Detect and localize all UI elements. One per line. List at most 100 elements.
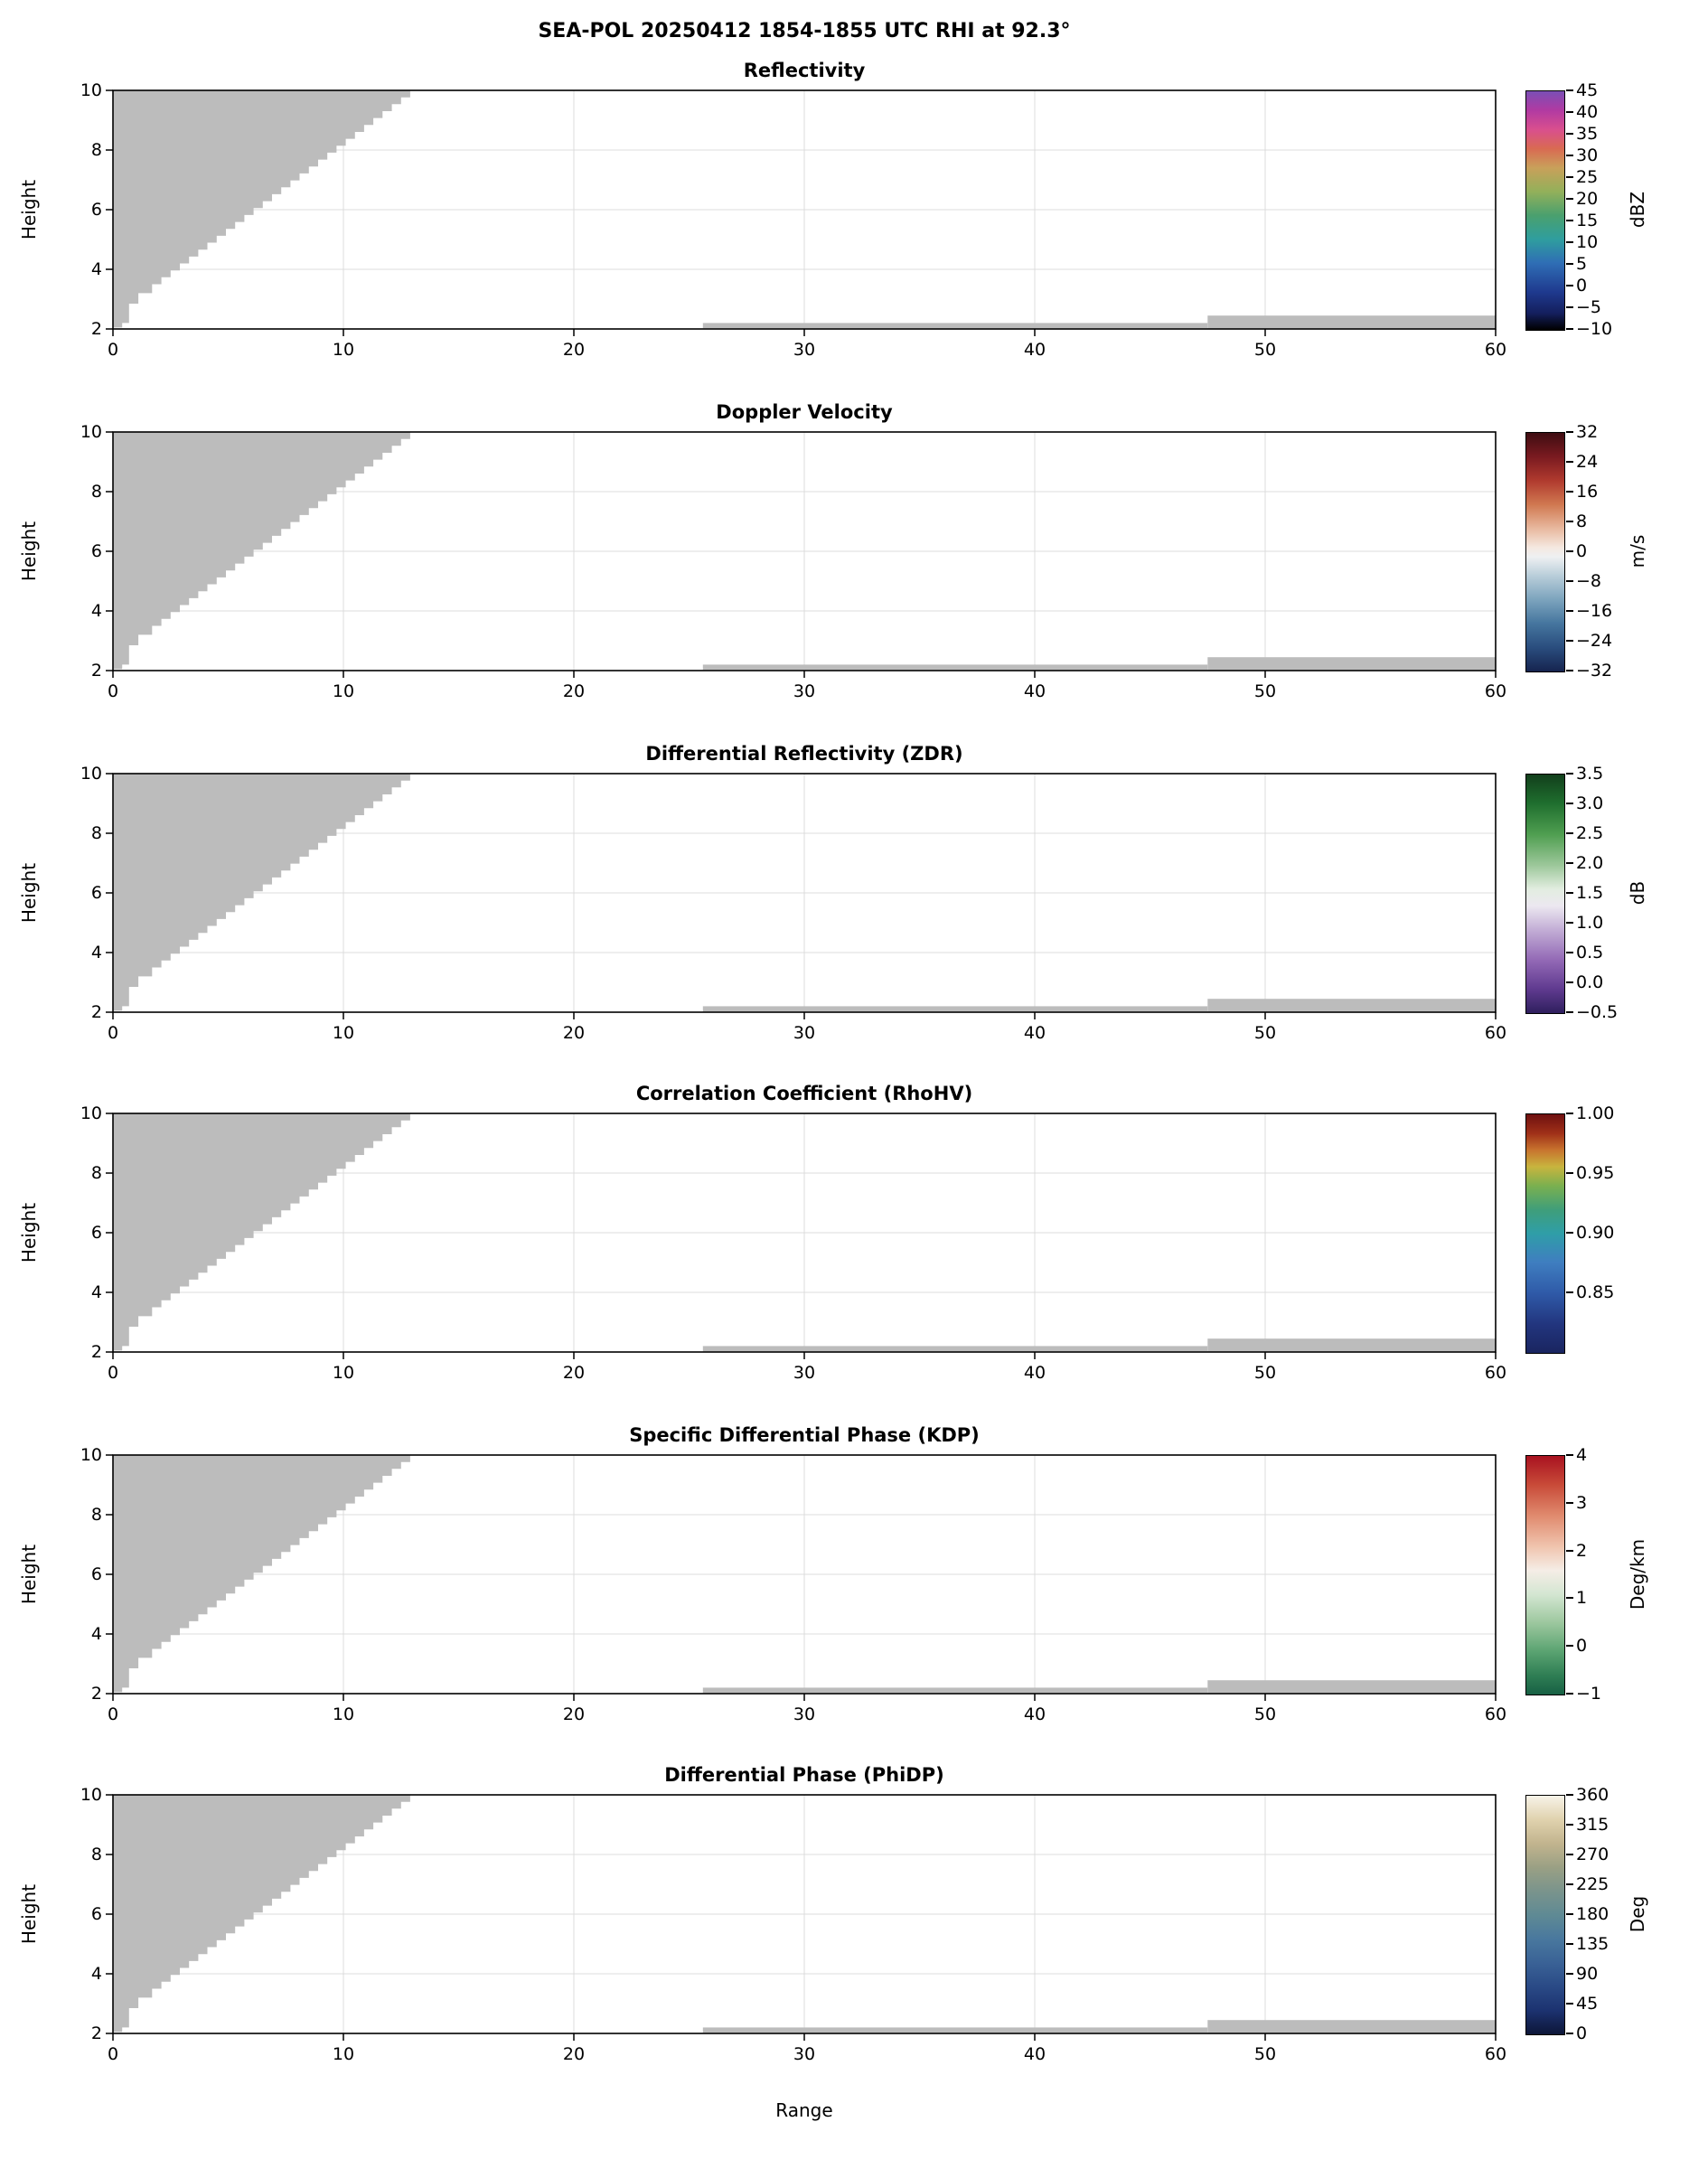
colorbar-tick-label: 0 — [1576, 2023, 1588, 2043]
colorbar-tick — [1566, 1854, 1573, 1855]
plot-area — [106, 431, 1497, 678]
colorbar-tick — [1566, 328, 1573, 330]
colorbar-tick-label: −0.5 — [1576, 1002, 1619, 1022]
colorbar-tick — [1566, 241, 1573, 243]
colorbar-tick — [1566, 670, 1573, 671]
y-axis-label: Height — [18, 1883, 40, 1945]
colorbar-unit-label: dB — [1627, 880, 1648, 906]
x-tick-label: 10 — [332, 1704, 355, 1724]
masked-wedge-region — [113, 432, 410, 670]
plot-svg — [106, 1113, 1497, 1359]
colorbar-tick — [1566, 461, 1573, 463]
panel-title: Specific Differential Phase (KDP) — [629, 1424, 980, 1446]
colorbar-tick-label: −8 — [1576, 571, 1602, 591]
y-tick-label: 4 — [90, 601, 102, 621]
x-tick-label: 30 — [793, 340, 816, 360]
x-tick-label: 40 — [1023, 681, 1046, 701]
panel-title: Differential Reflectivity (ZDR) — [645, 743, 963, 765]
masked-strip-region — [702, 664, 1208, 671]
colorbar-tick-label: 2.5 — [1576, 823, 1604, 843]
x-tick-label: 20 — [562, 681, 586, 701]
x-tick-label: 30 — [793, 2044, 816, 2064]
plot-area — [106, 1454, 1497, 1701]
x-tick-label: 50 — [1253, 1023, 1277, 1043]
masked-strip-region — [702, 323, 1208, 329]
colorbar-tick-label: 0.5 — [1576, 943, 1604, 962]
masked-strip-region — [702, 1346, 1208, 1352]
colorbar-tick — [1566, 1011, 1573, 1013]
colorbar-tick-label: 5 — [1576, 254, 1588, 274]
y-axis-label: Height — [18, 1202, 40, 1263]
masked-wedge-region — [113, 774, 410, 1011]
panel-title: Reflectivity — [743, 60, 866, 81]
colorbar-tick-label: 0.95 — [1576, 1163, 1615, 1183]
colorbar-tick-label: 15 — [1576, 211, 1599, 230]
colorbar-tick-label: 360 — [1576, 1785, 1609, 1805]
panel-title: Doppler Velocity — [716, 401, 893, 423]
colorbar — [1525, 1113, 1565, 1354]
colorbar-tick — [1566, 1973, 1573, 1975]
colorbar-tick-label: 135 — [1576, 1934, 1609, 1954]
x-tick-label: 10 — [332, 681, 355, 701]
colorbar-tick-label: 270 — [1576, 1845, 1609, 1864]
y-tick-label: 6 — [90, 1223, 102, 1243]
colorbar-tick — [1566, 773, 1573, 775]
y-tick-label: 6 — [90, 883, 102, 903]
x-tick-label: 40 — [1023, 1023, 1046, 1043]
colorbar-tick-label: 4 — [1576, 1445, 1588, 1465]
colorbar-tick-label: 90 — [1576, 1964, 1599, 1984]
plot-border — [112, 773, 1497, 1013]
colorbar-tick — [1566, 1454, 1573, 1456]
y-tick-label: 4 — [90, 1282, 102, 1302]
colorbar-tick — [1566, 1549, 1573, 1552]
colorbar-tick-label: 16 — [1576, 482, 1599, 502]
masked-strip-region — [1207, 657, 1497, 671]
y-tick-label: 10 — [80, 1785, 102, 1805]
colorbar-tick-label: −32 — [1576, 661, 1613, 681]
x-tick-label: 40 — [1023, 1704, 1046, 1724]
colorbar-tick-label: 3 — [1576, 1492, 1588, 1513]
y-tick-label: 2 — [90, 1002, 102, 1022]
x-axis-label: Range — [775, 2099, 833, 2121]
colorbar-tick — [1566, 198, 1573, 200]
colorbar-tick-label: 225 — [1576, 1874, 1609, 1894]
y-tick-label: 6 — [90, 541, 102, 561]
y-tick-label: 4 — [90, 259, 102, 279]
colorbar-tick-label: 25 — [1576, 167, 1599, 187]
y-axis-label: Height — [18, 521, 40, 582]
x-tick-label: 40 — [1023, 2044, 1046, 2064]
colorbar-tick — [1566, 2003, 1573, 2005]
y-tick-label: 10 — [80, 80, 102, 100]
colorbar-tick — [1566, 431, 1573, 433]
plot-area — [106, 1113, 1497, 1359]
colorbar-tick — [1566, 1113, 1573, 1114]
plot-svg — [106, 89, 1497, 336]
colorbar-tick — [1566, 803, 1573, 804]
y-tick-label: 8 — [90, 140, 102, 160]
colorbar-tick-label: 0 — [1576, 541, 1588, 561]
y-tick-label: 6 — [90, 1904, 102, 1924]
colorbar-tick-label: −16 — [1576, 601, 1613, 621]
y-tick-label: 2 — [90, 1684, 102, 1704]
colorbar-unit-label: dBZ — [1627, 191, 1648, 229]
x-tick-label: 20 — [562, 1023, 586, 1043]
colorbar-tick — [1566, 220, 1573, 221]
colorbar-tick-label: 0 — [1576, 1636, 1588, 1657]
colorbar — [1525, 1795, 1565, 2035]
colorbar-tick — [1566, 1597, 1573, 1600]
plot-svg — [106, 431, 1497, 678]
plot-border — [112, 1113, 1497, 1353]
x-tick-label: 50 — [1253, 681, 1277, 701]
x-tick-label: 30 — [793, 1363, 816, 1383]
colorbar-tick — [1566, 306, 1573, 308]
colorbar-tick-label: 24 — [1576, 452, 1599, 472]
y-tick-label: 4 — [90, 943, 102, 962]
colorbar-tick-label: 0.0 — [1576, 972, 1604, 992]
colorbar-tick — [1566, 285, 1573, 286]
x-tick-label: 50 — [1253, 1704, 1277, 1724]
colorbar-tick — [1566, 133, 1573, 135]
plot-area — [106, 89, 1497, 336]
masked-strip-region — [1207, 2020, 1497, 2033]
colorbar-tick — [1566, 610, 1573, 612]
